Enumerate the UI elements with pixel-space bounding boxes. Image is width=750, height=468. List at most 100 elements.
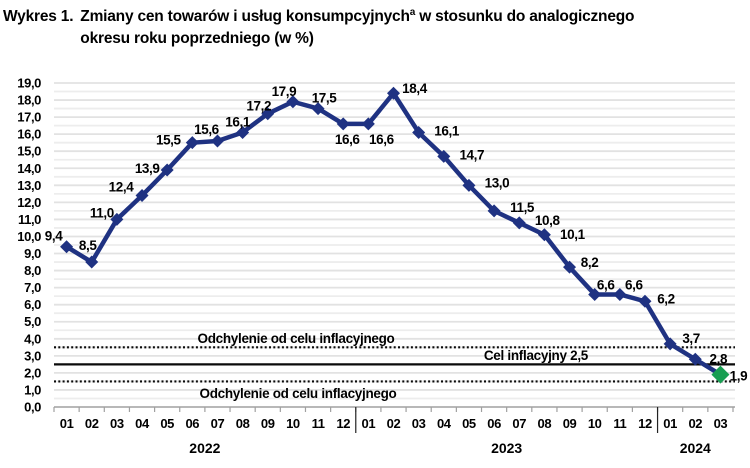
data-point-marker [588, 287, 602, 301]
data-label: 6,6 [625, 277, 643, 292]
year-label: 2022 [189, 440, 220, 456]
y-tick-label: 7,0 [24, 280, 41, 295]
x-tick-label: 11 [613, 416, 626, 431]
data-point-marker [512, 216, 526, 230]
y-tick-label: 11,0 [18, 212, 41, 227]
y-tick-label: 8,0 [24, 263, 41, 278]
data-point-marker [638, 294, 652, 308]
title-line2: okresu roku poprzedniego (w %) [80, 30, 314, 47]
data-label: 12,4 [109, 180, 135, 195]
x-tick-label: 08 [236, 416, 250, 431]
y-tick-label: 3,0 [24, 348, 41, 363]
y-tick-label: 4,0 [24, 331, 41, 346]
data-point-marker [160, 163, 174, 177]
data-label: 17,9 [272, 84, 297, 99]
y-tick-label: 16,0 [17, 127, 41, 142]
data-label: 14,7 [459, 147, 484, 162]
data-label: 8,2 [581, 255, 599, 270]
x-tick-label: 01 [60, 416, 74, 431]
y-tick-label: 9,0 [24, 246, 41, 261]
title-line1: Zmiany cen towarów i usług konsumpcyjnyc… [80, 8, 410, 25]
data-point-marker [185, 136, 199, 150]
footnote-marker: a [409, 6, 416, 18]
y-tick-label: 17,0 [17, 110, 41, 125]
x-tick-label: 09 [261, 416, 275, 431]
data-label: 6,2 [657, 291, 675, 306]
data-point-marker [487, 204, 501, 218]
x-tick-label: 02 [688, 416, 702, 431]
x-tick-label: 01 [663, 416, 677, 431]
chart-title: Wykres 1. Zmiany cen towarów i usług kon… [3, 6, 634, 50]
data-label: 13,0 [485, 175, 510, 190]
x-tick-label: 05 [160, 416, 174, 431]
data-point-marker [462, 178, 476, 192]
data-point-marker [286, 95, 300, 109]
data-label: 16,1 [225, 114, 251, 129]
data-label: 6,6 [597, 277, 615, 292]
data-label: 18,4 [402, 81, 428, 96]
data-label: 15,5 [156, 133, 182, 148]
data-point-marker [437, 149, 451, 163]
x-tick-label: 09 [563, 416, 577, 431]
data-point-marker [261, 107, 275, 121]
year-label: 2023 [491, 440, 522, 456]
year-label: 2024 [680, 440, 711, 456]
x-tick-label: 04 [437, 416, 452, 431]
x-tick-label: 07 [211, 416, 225, 431]
y-tick-label: 6,0 [24, 297, 41, 312]
data-label: 15,6 [194, 122, 220, 137]
x-tick-label: 05 [462, 416, 476, 431]
data-label: 11,0 [90, 205, 114, 220]
data-point-marker [412, 125, 426, 139]
y-tick-label: 18,0 [17, 93, 41, 108]
data-label: 16,6 [335, 132, 361, 147]
data-point-marker [210, 134, 224, 148]
x-tick-label: 12 [336, 416, 350, 431]
data-label: 11,5 [510, 200, 535, 215]
data-point-marker [613, 287, 627, 301]
data-point-marker [688, 352, 702, 366]
x-tick-label: 06 [487, 416, 501, 431]
x-tick-label: 02 [85, 416, 99, 431]
y-tick-label: 15,0 [17, 144, 41, 159]
y-tick-label: 5,0 [24, 314, 41, 329]
x-tick-label: 10 [286, 416, 300, 431]
x-tick-label: 11 [312, 416, 325, 431]
x-tick-label: 03 [110, 416, 124, 431]
data-label: 13,9 [135, 161, 160, 176]
data-point-marker [236, 125, 250, 139]
y-tick-label: 13,0 [17, 178, 41, 193]
chart-title-text: Zmiany cen towarów i usług konsumpcyjnyc… [80, 6, 634, 50]
x-tick-label: 06 [185, 416, 199, 431]
x-tick-label: 03 [412, 416, 426, 431]
x-tick-label: 10 [588, 416, 602, 431]
data-label: 8,5 [79, 238, 97, 253]
y-tick-label: 12,0 [17, 195, 41, 210]
data-point-marker [311, 102, 325, 116]
y-tick-label: 19,0 [17, 76, 41, 91]
data-label: 16,1 [434, 123, 460, 138]
x-tick-label: 07 [512, 416, 526, 431]
inflation-target-label: Cel inflacyjny 2,5 [484, 348, 589, 363]
data-label: 1,9 [730, 369, 748, 384]
data-label: 2,8 [709, 351, 727, 366]
data-point-marker [110, 212, 124, 226]
y-tick-label: 0,0 [24, 400, 41, 415]
data-label: 16,6 [369, 132, 395, 147]
data-label: 17,5 [312, 91, 338, 106]
data-label: 9,4 [45, 229, 63, 244]
y-tick-label: 10,0 [17, 229, 41, 244]
last-data-point-marker [711, 365, 730, 384]
data-point-marker [563, 260, 577, 274]
x-tick-label: 08 [538, 416, 552, 431]
data-label: 17,2 [246, 99, 271, 114]
data-point-marker [336, 117, 350, 131]
data-point-marker [537, 228, 551, 242]
data-point-marker [85, 255, 99, 269]
data-point-marker [135, 189, 149, 203]
x-tick-label: 12 [638, 416, 652, 431]
x-tick-label: 04 [135, 416, 150, 431]
data-label: 3,7 [682, 331, 700, 346]
